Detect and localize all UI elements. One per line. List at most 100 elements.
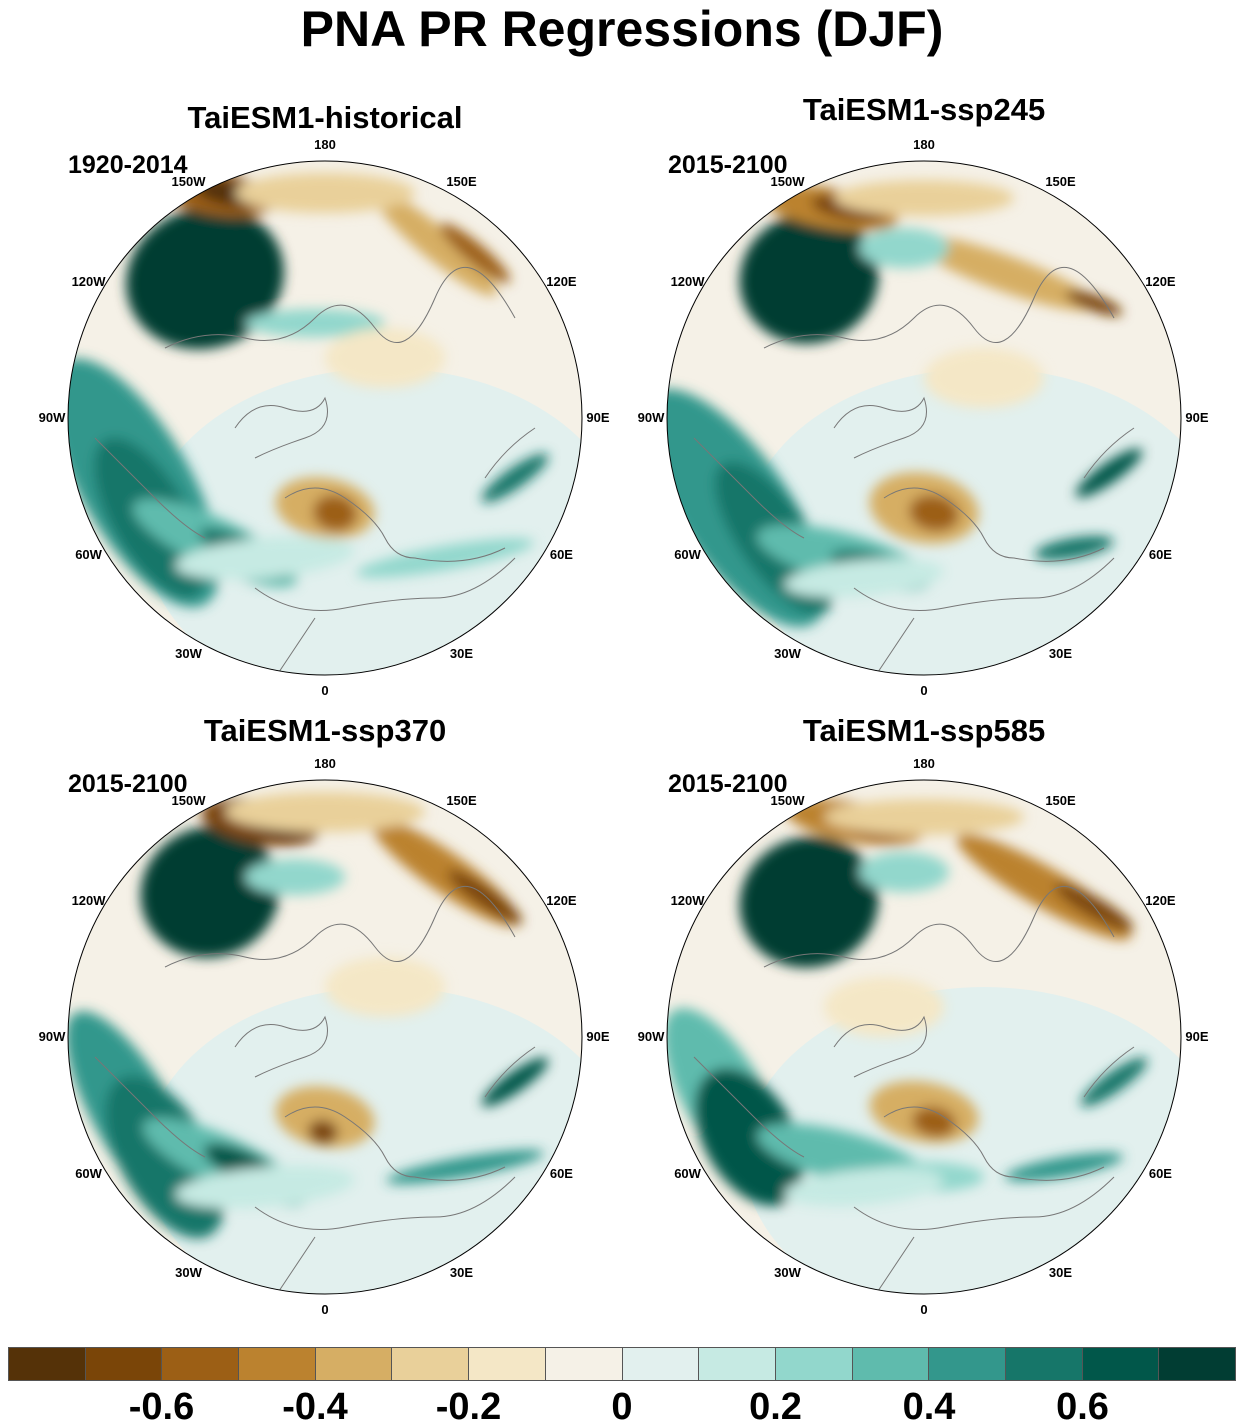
coastline — [164, 266, 516, 349]
coastline — [693, 1056, 805, 1158]
coastline — [693, 437, 805, 539]
lon-label-120e: 120E — [546, 892, 577, 908]
colorbar-tick-label: 0.6 — [1056, 1386, 1109, 1428]
coastline — [94, 1056, 206, 1158]
shading-blob — [245, 859, 345, 895]
lon-label-30w: 30W — [175, 646, 202, 662]
panel-title: TaiESM1-ssp245 — [802, 92, 1046, 127]
shading-blob — [481, 1057, 549, 1107]
shading-blob — [175, 1165, 355, 1209]
colorbar-swatch — [162, 1348, 240, 1380]
coastline — [833, 396, 927, 459]
lon-label-90e: 90E — [1185, 1029, 1209, 1044]
map-boundary — [67, 779, 583, 1295]
coastline — [883, 487, 1105, 562]
lon-label-90e: 90E — [586, 410, 610, 425]
coastline — [284, 1106, 506, 1181]
lon-label-60e: 60E — [1148, 1165, 1172, 1181]
shading-blob — [694, 1068, 804, 1206]
shading-blob — [859, 228, 949, 268]
coastline — [763, 266, 1115, 349]
lon-label-0: 0 — [920, 1302, 928, 1317]
shading-blob — [859, 852, 949, 892]
lon-label-30w: 30W — [774, 1265, 801, 1281]
lon-label-150e: 150E — [446, 173, 477, 189]
lon-label-30w: 30W — [774, 646, 801, 662]
lon-label-30w: 30W — [175, 1265, 202, 1281]
lon-label-60w: 60W — [75, 546, 102, 562]
lon-label-30e: 30E — [1048, 646, 1073, 662]
lon-label-90e: 90E — [1185, 410, 1209, 425]
lon-label-150e: 150E — [1045, 792, 1076, 808]
lon-label-90w: 90W — [637, 1029, 665, 1044]
lon-label-150w: 150W — [171, 792, 206, 808]
shading-blob — [275, 1086, 375, 1148]
lon-label-90e: 90E — [586, 1029, 610, 1044]
lon-label-180: 180 — [314, 137, 336, 152]
shading-blob — [834, 180, 1014, 216]
shading-blob — [447, 869, 523, 925]
shading-blob — [924, 348, 1044, 408]
shading-blob — [175, 536, 355, 580]
colorbar-swatch — [545, 1348, 623, 1380]
lon-label-150w: 150W — [770, 173, 805, 189]
colorbar-swatch — [1005, 1348, 1083, 1380]
lon-label-150w: 150W — [171, 173, 206, 189]
colorbar-swatch — [1159, 1348, 1235, 1380]
shading-blob — [784, 558, 944, 598]
lon-label-90w: 90W — [637, 410, 665, 425]
colorbar-swatch — [699, 1348, 776, 1380]
lon-label-120e: 120E — [1145, 892, 1176, 908]
coastline — [853, 1176, 1115, 1230]
coastline — [484, 427, 536, 479]
shading-blob — [1075, 448, 1143, 498]
coastline — [234, 396, 328, 459]
colorbar-swatch — [775, 1348, 853, 1380]
lon-label-120w: 120W — [670, 892, 705, 908]
lon-label-120w: 120W — [71, 892, 106, 908]
shading-blob — [1004, 1152, 1124, 1182]
lon-label-90w: 90W — [38, 1029, 66, 1044]
coastline — [284, 487, 506, 562]
polar-map — [67, 160, 583, 676]
colorbar-tick-label: -0.4 — [282, 1386, 348, 1428]
map-boundary — [67, 160, 583, 676]
coastline — [234, 1015, 328, 1078]
coastline — [853, 557, 1115, 611]
colorbar-swatch — [239, 1348, 316, 1380]
shading-blob — [165, 229, 275, 327]
coastline — [484, 1046, 536, 1098]
shading-blob — [481, 453, 549, 503]
shading-blob — [912, 1106, 956, 1138]
coastline — [94, 437, 206, 539]
lon-label-30e: 30E — [1048, 1265, 1073, 1281]
map-boundary — [666, 160, 1182, 676]
coastline — [1083, 1046, 1135, 1098]
colorbar-tick-label: 0.2 — [749, 1386, 802, 1428]
shading-blob — [313, 494, 357, 532]
lon-label-150w: 150W — [770, 792, 805, 808]
colorbar-swatch — [9, 1348, 86, 1380]
colorbar — [8, 1347, 1236, 1381]
shading-blob — [776, 233, 872, 323]
colorbar-tick-label: 0.4 — [902, 1386, 956, 1428]
lon-label-60w: 60W — [674, 546, 701, 562]
shading-blob — [245, 309, 385, 337]
colorbar-swatch — [85, 1348, 163, 1380]
lon-label-120w: 120W — [670, 273, 705, 289]
shading-blob — [439, 223, 511, 283]
lon-label-0: 0 — [920, 683, 928, 698]
shading-blob — [325, 328, 445, 388]
shading-blob — [776, 857, 872, 947]
lon-label-180: 180 — [314, 756, 336, 771]
lon-label-180: 180 — [913, 756, 935, 771]
colorbar-swatch — [392, 1348, 470, 1380]
coastline — [763, 885, 1115, 968]
panel-period: 2015-2100 — [668, 770, 788, 798]
shading-blob — [235, 173, 415, 213]
shading-blob — [177, 847, 273, 937]
panel-title: TaiESM1-ssp585 — [802, 713, 1046, 748]
panel-title: TaiESM1-ssp370 — [203, 713, 447, 748]
lon-label-150e: 150E — [1045, 173, 1076, 189]
lon-label-180: 180 — [913, 137, 935, 152]
